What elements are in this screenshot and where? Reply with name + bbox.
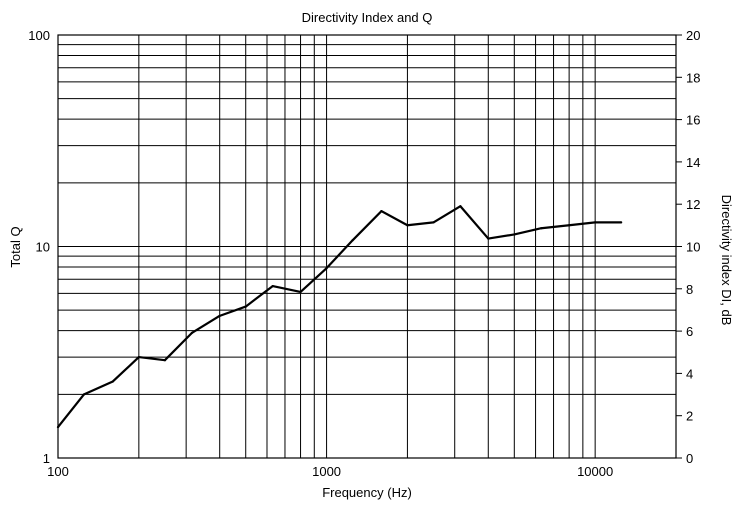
series-line (57, 205, 622, 428)
y-axis-label: Total Q (8, 226, 23, 267)
y2-tick-label: 2 (686, 409, 693, 424)
y2-axis-label: Directivity index DI, dB (719, 195, 734, 326)
x-tick-labels: 100 1000 10000 (47, 464, 613, 479)
data-point (594, 221, 597, 224)
x-tick-label: 1000 (312, 464, 341, 479)
data-point (351, 239, 354, 242)
data-point (406, 224, 409, 227)
y2-tick-label: 4 (686, 366, 693, 381)
y2-tick-label: 16 (686, 113, 700, 128)
data-point (540, 227, 543, 230)
grid (58, 35, 676, 458)
data-point (325, 267, 328, 270)
data-point (568, 224, 571, 227)
data-point (380, 210, 383, 213)
data-point (190, 331, 193, 335)
data-point (244, 305, 247, 308)
data-point (620, 221, 623, 224)
y2-tick-label: 10 (686, 240, 700, 255)
y2-tick-label: 0 (686, 451, 693, 466)
data-point (299, 290, 302, 294)
data-point (218, 314, 221, 317)
chart-title: Directivity Index and Q (302, 10, 433, 25)
y2-tick-labels: 0 2 4 6 8 10 12 14 16 18 20 (676, 28, 700, 466)
data-point (137, 355, 140, 359)
data-point (111, 380, 114, 383)
data-point (82, 393, 86, 396)
y2-tick-label: 6 (686, 324, 693, 339)
data-point (487, 237, 490, 240)
data-point (513, 233, 516, 236)
y2-tick-label: 18 (686, 70, 700, 85)
data-point (459, 205, 462, 208)
y-tick-label: 10 (36, 240, 50, 255)
x-tick-label: 100 (47, 464, 69, 479)
y-tick-labels: 1 10 100 (28, 28, 50, 466)
y2-tick-label: 14 (686, 155, 700, 170)
x-axis-label: Frequency (Hz) (322, 485, 412, 500)
data-point (163, 359, 166, 362)
y2-tick-label: 12 (686, 197, 700, 212)
y-tick-label: 100 (28, 28, 50, 43)
series-group (56, 205, 623, 429)
y2-tick-label: 8 (686, 282, 693, 297)
data-point (432, 221, 435, 224)
data-point (271, 284, 274, 288)
data-point (56, 425, 60, 429)
y2-tick-label: 20 (686, 28, 700, 43)
x-tick-label: 10000 (577, 464, 613, 479)
y-tick-label: 1 (43, 451, 50, 466)
